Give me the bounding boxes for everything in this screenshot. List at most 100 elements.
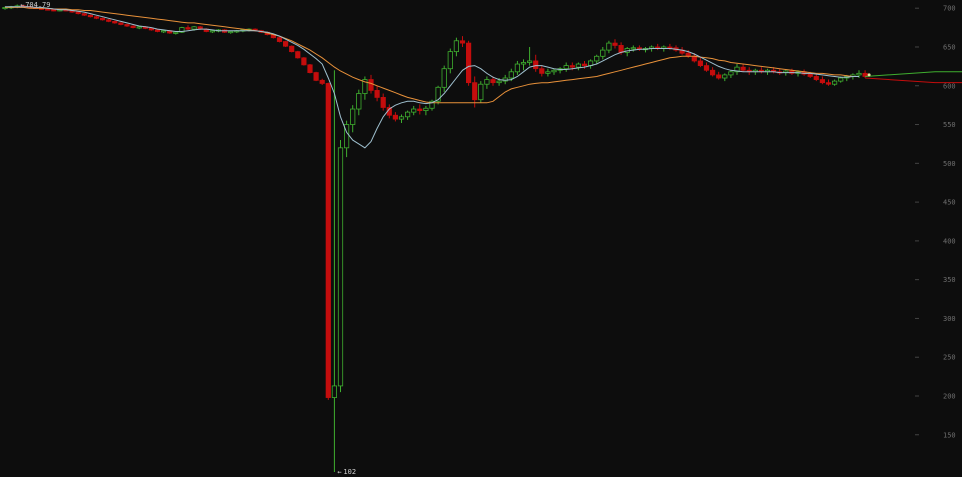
candle — [819, 76, 826, 85]
candle-body — [423, 107, 429, 111]
candle — [777, 68, 783, 75]
candle — [441, 65, 447, 92]
candle — [606, 40, 612, 54]
candle-body — [81, 13, 87, 16]
candle — [557, 67, 563, 74]
candle — [313, 71, 319, 82]
candle — [417, 104, 423, 115]
candle-body — [441, 68, 447, 88]
current-price-marker — [867, 73, 871, 77]
candle — [447, 48, 453, 74]
candle — [801, 69, 807, 76]
candle-body — [154, 29, 161, 32]
candle-body — [118, 22, 124, 25]
candle-body — [356, 93, 362, 110]
candle-body — [350, 108, 356, 125]
candle — [563, 62, 569, 72]
candle — [484, 76, 490, 89]
candle — [459, 36, 466, 47]
candle — [710, 67, 716, 77]
candle — [106, 19, 112, 23]
candle-body — [337, 147, 344, 387]
candle-body — [551, 69, 557, 73]
candle-body — [160, 30, 167, 33]
candle-body — [520, 62, 527, 65]
y-tick-label: 350 — [943, 276, 956, 284]
candle-body — [380, 96, 386, 108]
y-tick-label: 500 — [943, 160, 956, 168]
candle-body — [295, 51, 301, 59]
candle-body — [813, 76, 819, 80]
candle — [423, 105, 429, 116]
candle-body — [484, 79, 490, 85]
candle-body — [581, 63, 588, 66]
y-tick-label: 200 — [943, 392, 956, 400]
candle-body — [807, 73, 813, 77]
candle-body — [447, 51, 453, 70]
candle — [301, 57, 307, 66]
candle-body — [51, 9, 57, 12]
candle-body — [508, 71, 514, 79]
candle — [514, 60, 521, 75]
candle — [75, 11, 81, 15]
candle — [404, 110, 411, 120]
price-annotations: 704.79 102 ← ← — [20, 1, 356, 476]
candle-body — [703, 65, 710, 71]
candle — [130, 25, 136, 29]
candle — [636, 45, 643, 51]
candle — [337, 140, 344, 393]
candle-body — [856, 72, 862, 76]
y-tick-label: 400 — [943, 237, 956, 245]
candle-body — [740, 66, 746, 71]
candle-body — [630, 47, 636, 50]
candle-body — [618, 45, 624, 53]
candle-body — [465, 42, 472, 84]
candle-body — [606, 42, 612, 51]
high-arrow-icon: ← — [20, 1, 24, 9]
candle — [490, 76, 496, 86]
candle — [81, 12, 87, 16]
candle — [331, 70, 338, 472]
candle — [520, 59, 527, 71]
y-tick-label: 600 — [943, 82, 956, 90]
y-tick-label: 450 — [943, 199, 956, 207]
candle — [179, 26, 185, 34]
candle — [832, 79, 838, 86]
candles-layer — [2, 4, 868, 472]
candle-body — [362, 79, 368, 94]
candle — [588, 59, 594, 69]
candle — [118, 22, 124, 26]
candle-body — [313, 72, 319, 81]
candle-body — [148, 27, 154, 31]
candle-body — [697, 60, 704, 66]
candle-body — [453, 40, 460, 53]
candle-body — [514, 63, 521, 73]
candle-body — [496, 80, 502, 84]
candle-body — [374, 90, 380, 98]
high-price-label: 704.79 — [25, 1, 50, 9]
low-price-label: 102 — [343, 468, 356, 476]
candle — [368, 74, 374, 94]
candle — [728, 70, 734, 79]
candle — [289, 45, 295, 53]
candle — [112, 20, 118, 24]
candle-body — [825, 82, 832, 85]
candle — [325, 82, 331, 400]
candle-body — [325, 83, 331, 398]
candle-body — [112, 20, 118, 24]
candle — [93, 15, 100, 20]
candle — [703, 62, 710, 72]
candle-body — [600, 49, 606, 57]
candle — [154, 29, 161, 33]
candle-body — [429, 100, 435, 109]
candle — [673, 45, 679, 52]
candle — [398, 114, 405, 123]
candle-body — [563, 65, 569, 70]
candle-body — [417, 108, 423, 111]
candle-body — [87, 14, 93, 18]
candle — [392, 112, 399, 122]
price-axis: 700 650 600 550 500 450 400 350 300 250 200 150 — [915, 5, 956, 439]
candle-body — [472, 82, 478, 101]
candle-body — [75, 11, 81, 15]
